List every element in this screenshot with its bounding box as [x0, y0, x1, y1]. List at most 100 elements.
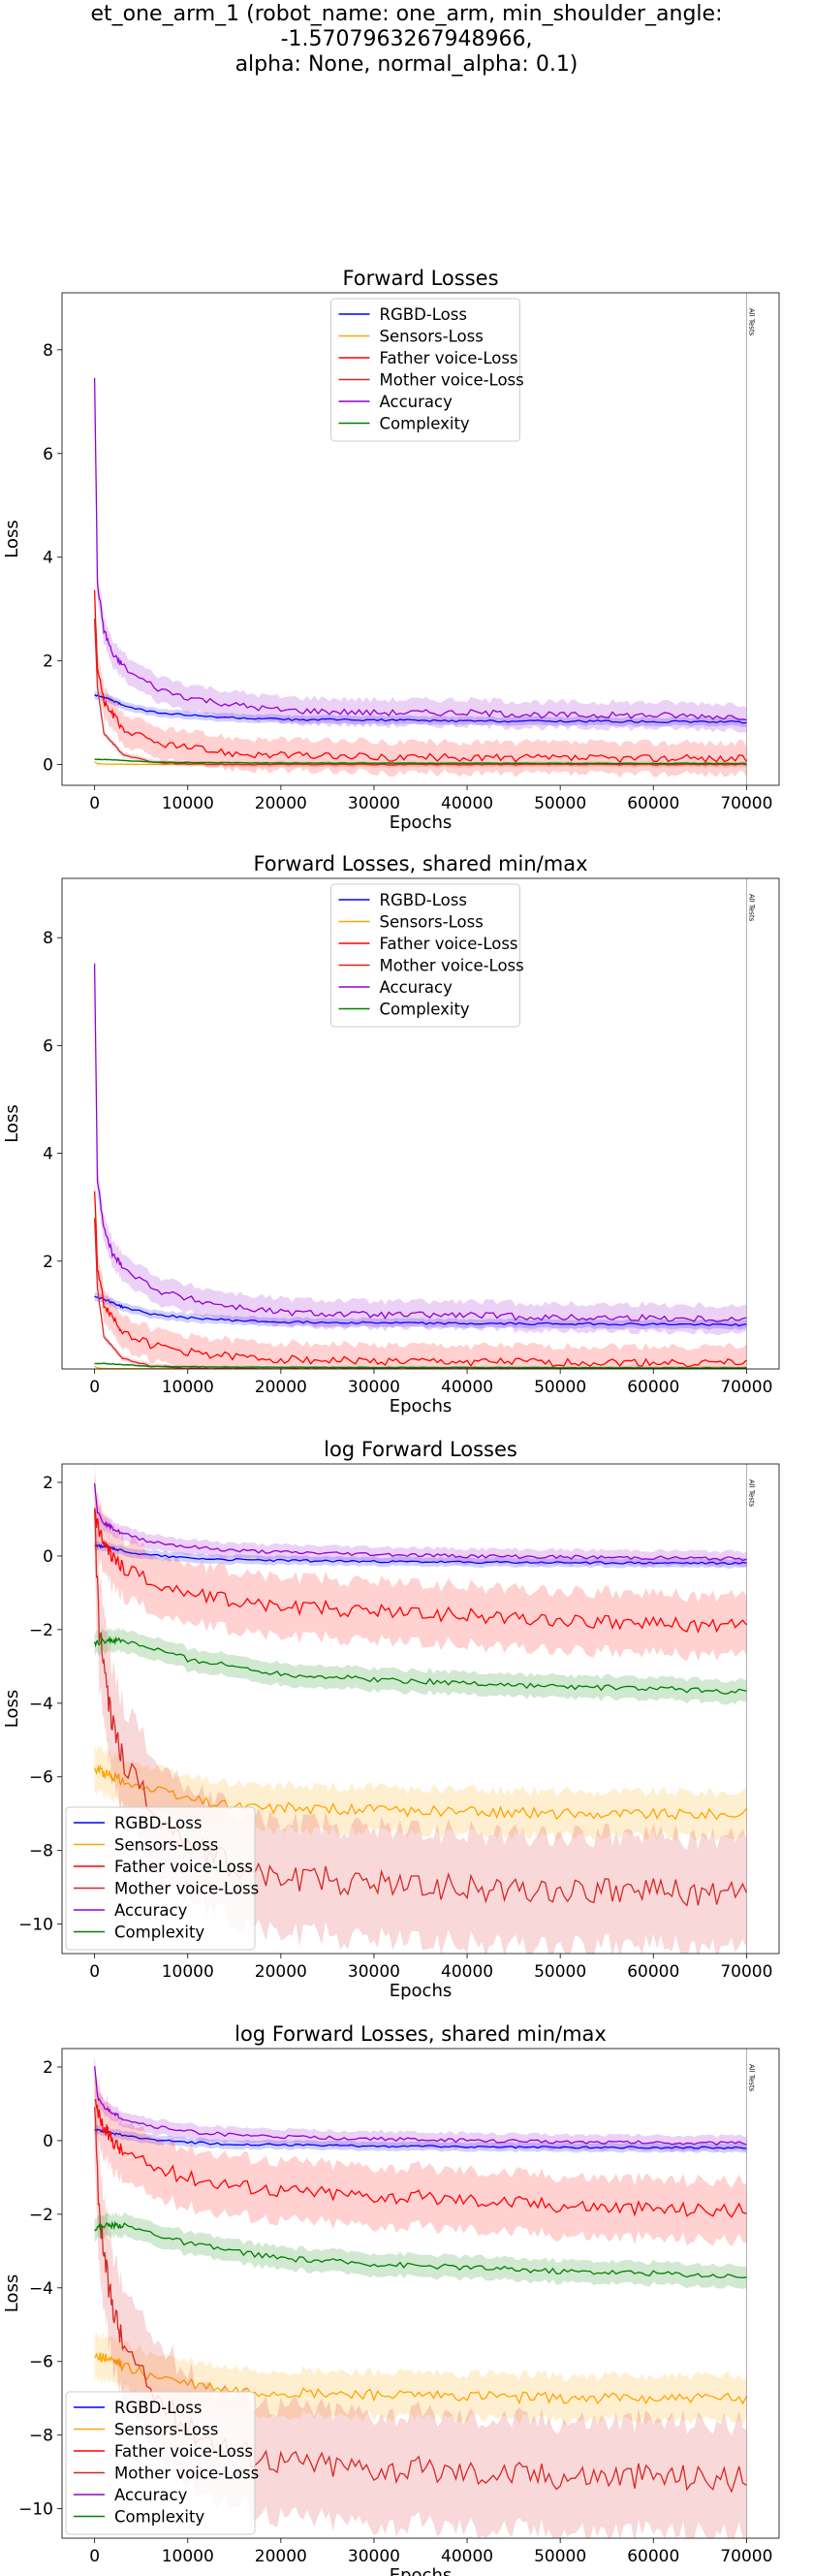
- chart-panel-2: Forward Losses, shared min/max All Tests 0…: [2, 852, 780, 1416]
- plot-frame: [61, 1463, 780, 1955]
- x-tick-label: 70000: [720, 2547, 772, 2566]
- legend-entry-sensors-loss: Sensors-Loss: [380, 328, 484, 346]
- series-line-mother-voice-loss: [93, 2107, 747, 2494]
- legend: RGBD-Loss Sensors-Loss Father voice-Loss Mo…: [330, 883, 524, 1028]
- x-tick-label: 30000: [348, 1378, 400, 1397]
- suptitle-line-2: alpha: None, normal_alpha: 0.1): [235, 52, 578, 77]
- y-tick-label: 4: [43, 549, 53, 568]
- series-line-complexity: [93, 1636, 747, 1695]
- x-tick-label: 30000: [348, 794, 400, 813]
- x-tick-label: 0: [89, 1378, 100, 1397]
- chart-panel-4: log Forward Losses, shared min/max All Te…: [2, 2022, 780, 2576]
- x-tick-label: 20000: [255, 1962, 307, 1982]
- legend-entry-accuracy: Accuracy: [380, 393, 453, 411]
- legend-box: [330, 298, 520, 442]
- series-line-mother-voice-loss: [93, 619, 747, 766]
- chart-title: Forward Losses: [342, 267, 498, 290]
- y-tick-label: 2: [43, 652, 53, 672]
- x-tick-label: 10000: [162, 2547, 214, 2566]
- legend-entry-rgbd-loss: RGBD-Loss: [114, 2399, 202, 2417]
- series-line-accuracy: [93, 1483, 747, 1562]
- x-tick-label: 60000: [627, 794, 679, 813]
- all-tests-label: All Tests: [747, 308, 755, 336]
- y-axis-label: Loss: [2, 1690, 22, 1728]
- band-sensors-loss: [94, 2330, 747, 2426]
- band-complexity: [94, 1627, 747, 1705]
- x-tick-label: 60000: [627, 2547, 679, 2566]
- series-line-rgbd-loss: [94, 1295, 747, 1327]
- series-line-sensors-loss: [93, 1764, 747, 1821]
- series-line-complexity: [94, 1362, 747, 1369]
- legend: RGBD-Loss Sensors-Loss Father voice-Loss Mo…: [65, 2391, 259, 2535]
- y-axis-label: Loss: [2, 520, 22, 557]
- series-line-father-voice-loss: [93, 1508, 747, 1634]
- x-tick-label: 50000: [534, 2547, 586, 2566]
- legend-entry-mother-voice-loss: Mother voice-Loss: [114, 1880, 259, 1898]
- x-tick-label: 40000: [441, 1378, 493, 1397]
- x-tick-label: 20000: [255, 2547, 307, 2566]
- chart-panel-1: Forward Losses All Tests 0 10000 20000 30000 4…: [2, 267, 780, 833]
- band-rgbd-loss: [94, 1540, 747, 1569]
- legend-box: [65, 2391, 256, 2535]
- series-line-complexity: [94, 758, 747, 765]
- y-tick-label: 0: [43, 1547, 53, 1567]
- legend-entry-complexity: Complexity: [114, 2508, 204, 2527]
- plot-frame: [61, 2048, 780, 2539]
- x-tick-label: 0: [89, 794, 100, 813]
- band-accuracy: [94, 1476, 747, 1569]
- all-tests-label: All Tests: [747, 2064, 755, 2092]
- band-father-voice-loss: [94, 1175, 747, 1369]
- legend-entry-rgbd-loss: RGBD-Loss: [114, 1814, 202, 1832]
- x-tick-label: 50000: [534, 794, 586, 813]
- x-tick-label: 40000: [441, 2547, 493, 2566]
- x-axis-label: Epochs: [390, 2565, 453, 2576]
- y-axis-label: Loss: [2, 2274, 22, 2312]
- legend-entry-father-voice-loss: Father voice-Loss: [380, 935, 518, 953]
- band-rgbd-loss: [94, 2124, 747, 2153]
- y-tick-label: −4: [29, 2279, 53, 2299]
- band-mother-voice-loss: [94, 1464, 747, 1954]
- chart-panel-3: log Forward Losses All Tests 0 10000 20000 30…: [2, 1438, 780, 2001]
- legend-entry-mother-voice-loss: Mother voice-Loss: [380, 371, 524, 390]
- series-line-mother-voice-loss: [93, 1509, 747, 1907]
- y-tick-label: −8: [29, 1842, 53, 1861]
- x-axis-label: Epochs: [390, 812, 453, 833]
- plot-area: [93, 2051, 747, 2538]
- band-rgbd-loss: [94, 1291, 747, 1330]
- x-tick-label: 40000: [441, 794, 493, 813]
- series-line-rgbd-loss: [94, 693, 747, 724]
- x-axis-label: Epochs: [390, 1981, 453, 2001]
- x-tick-label: 40000: [441, 1962, 493, 1982]
- all-tests-label: All Tests: [747, 894, 755, 922]
- x-tick-label: 0: [89, 2547, 100, 2566]
- y-tick-label: 0: [43, 756, 53, 776]
- legend-box: [330, 883, 520, 1028]
- x-tick-label: 30000: [348, 2547, 400, 2566]
- series-line-accuracy: [93, 377, 747, 721]
- y-tick-label: 6: [43, 445, 53, 464]
- plot-frame: [61, 877, 780, 1370]
- chart-title: log Forward Losses, shared min/max: [235, 2022, 607, 2046]
- band-accuracy: [94, 949, 747, 1336]
- x-tick-label: 70000: [720, 1962, 772, 1982]
- y-tick-label: −8: [29, 2427, 53, 2446]
- band-complexity: [94, 2211, 747, 2289]
- series-line-accuracy: [93, 2066, 747, 2147]
- series-line-sensors-loss: [94, 2352, 747, 2405]
- legend-entry-complexity: Complexity: [114, 1924, 204, 1942]
- band-sensors-loss: [94, 1744, 747, 1842]
- legend: RGBD-Loss Sensors-Loss Father voice-Loss Mo…: [330, 298, 524, 442]
- x-tick-label: 20000: [255, 794, 307, 813]
- legend-entry-father-voice-loss: Father voice-Loss: [114, 2442, 253, 2461]
- y-tick-label: 4: [43, 1145, 53, 1164]
- chart-title: Forward Losses, shared min/max: [253, 852, 587, 875]
- legend-entry-complexity: Complexity: [380, 415, 470, 433]
- legend-entry-father-voice-loss: Father voice-Loss: [380, 349, 518, 367]
- y-tick-label: −2: [29, 2206, 53, 2225]
- y-tick-label: 2: [43, 1253, 53, 1272]
- y-tick-label: 2: [43, 2058, 53, 2078]
- x-tick-label: 10000: [162, 1962, 214, 1982]
- y-tick-label: −6: [29, 2353, 53, 2372]
- band-father-voice-loss: [94, 574, 747, 779]
